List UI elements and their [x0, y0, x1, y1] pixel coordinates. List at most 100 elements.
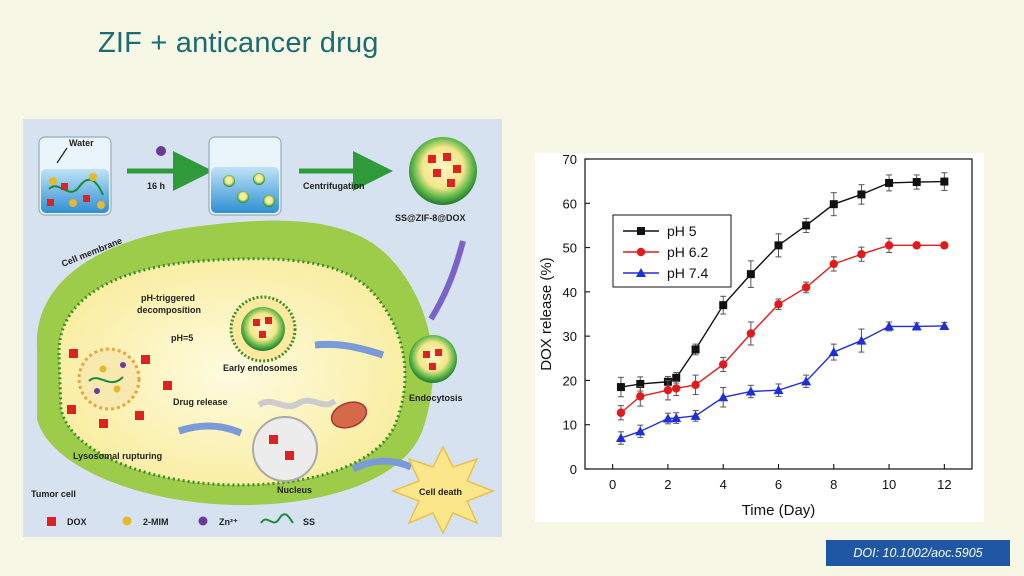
data-point — [662, 413, 673, 423]
data-point — [884, 321, 895, 331]
data-point — [672, 384, 681, 393]
schematic-figure: Water 16 h Centrifugation SS@ZIF-8@DOX C… — [23, 119, 502, 537]
ph-triggered-label-2: decomposition — [137, 305, 201, 315]
ph-triggered-label-1: pH-triggered — [141, 293, 195, 303]
mitochondrion-icon — [330, 401, 368, 429]
y-tick-label: 50 — [563, 241, 577, 256]
zif-nanoparticle-icon — [409, 137, 477, 205]
y-tick-label: 20 — [563, 373, 577, 388]
data-point — [802, 221, 811, 230]
endocytosis-particle-icon — [409, 335, 457, 383]
legend-marker — [636, 247, 646, 257]
data-point — [912, 241, 921, 250]
data-point — [801, 376, 812, 386]
legend-label: pH 7.4 — [667, 265, 708, 281]
drug-release-label: Drug release — [173, 397, 228, 407]
data-point — [940, 177, 949, 186]
data-point — [616, 383, 625, 392]
lysosomal-rupturing-label: Lysosomal rupturing — [73, 451, 162, 461]
slide-title: ZIF + anticancer drug — [98, 27, 379, 59]
ss-chain-icon — [260, 513, 294, 524]
data-point — [691, 345, 700, 354]
arrow-icon — [314, 340, 385, 359]
legend-ss-label: SS — [303, 517, 315, 527]
arrow-icon — [428, 240, 466, 321]
lysosome-rupture-icon — [67, 347, 172, 428]
tumor-cell-shape — [36, 220, 433, 505]
legend-zinc-label: Zn²⁺ — [219, 517, 238, 527]
early-endosome-icon — [229, 295, 297, 363]
data-point — [829, 259, 838, 269]
arrow-icon — [351, 457, 413, 473]
data-point — [616, 408, 626, 417]
data-point — [773, 385, 784, 395]
data-point — [829, 200, 838, 209]
data-point — [856, 335, 867, 345]
data-point — [746, 329, 756, 338]
data-point — [691, 380, 700, 390]
cell-death-label: Cell death — [419, 487, 462, 497]
y-axis-label: DOX release (%) — [538, 257, 555, 370]
legend-label: pH 5 — [667, 223, 697, 239]
x-tick-label: 8 — [830, 477, 837, 492]
nucleus-label: Nucleus — [277, 485, 312, 495]
y-tick-label: 0 — [570, 462, 577, 477]
endocytosis-label: Endocytosis — [409, 393, 463, 403]
nucleus-icon — [252, 397, 337, 482]
data-point — [690, 410, 701, 420]
data-point — [939, 320, 950, 330]
legend-marker — [636, 268, 646, 277]
data-point — [885, 178, 894, 187]
data-point — [636, 379, 645, 388]
y-tick-label: 60 — [563, 196, 577, 211]
legend-dox-label: DOX — [67, 517, 87, 527]
plot-frame — [584, 158, 973, 470]
data-point — [718, 392, 729, 402]
data-point — [745, 386, 756, 396]
zinc-ion-icon — [198, 516, 208, 526]
x-tick-label: 6 — [775, 477, 782, 492]
product-label: SS@ZIF-8@DOX — [395, 213, 466, 223]
doi-badge[interactable]: DOI: 10.1002/aoc.5905 — [826, 540, 1010, 566]
centrifugation-label: Centrifugation — [303, 181, 365, 191]
data-point — [911, 321, 922, 331]
legend-mim-label: 2-MIM — [143, 517, 169, 527]
y-tick-label: 10 — [563, 418, 577, 433]
beaker-zif-icon — [208, 136, 282, 216]
x-tick-label: 0 — [609, 477, 616, 492]
data-point — [663, 385, 673, 395]
data-point — [671, 413, 682, 423]
data-point — [940, 241, 949, 250]
chart-legend — [612, 214, 732, 288]
zinc-ion-icon — [156, 146, 166, 156]
data-point — [857, 250, 866, 259]
x-tick-label: 2 — [664, 477, 671, 492]
dox-cube-icon — [47, 517, 56, 526]
x-tick-label: 4 — [720, 477, 727, 492]
x-tick-label: 10 — [882, 477, 896, 492]
data-point — [884, 241, 894, 250]
cell-death-burst-icon — [390, 445, 496, 535]
tumor-cell-label: Tumor cell — [31, 489, 76, 499]
data-point — [672, 373, 681, 382]
data-point — [635, 426, 646, 436]
data-point — [774, 300, 783, 309]
y-tick-label: 30 — [563, 329, 577, 344]
release-chart: 0 10 20 30 40 50 60 70 0 2 4 6 8 10 12 Time (Day) DOX re… — [535, 153, 984, 522]
data-point — [719, 360, 728, 369]
hours-label: 16 h — [147, 181, 165, 191]
schematic-legend: DOX 2-MIM Zn²⁺ SS — [47, 513, 315, 527]
early-endosomes-label: Early endosomes — [223, 363, 298, 373]
arrow-icon — [177, 422, 243, 437]
data-point — [857, 190, 866, 199]
ph5-label: pH=5 — [171, 333, 193, 343]
x-tick-label: 12 — [937, 477, 951, 492]
data-point — [774, 241, 783, 250]
x-axis-label: Time (Day) — [742, 502, 816, 519]
legend-marker — [637, 227, 645, 235]
y-tick-label: 70 — [563, 153, 577, 167]
data-point — [828, 347, 839, 357]
data-point — [746, 270, 755, 279]
data-point — [615, 433, 626, 442]
beaker-water-icon — [38, 136, 112, 216]
